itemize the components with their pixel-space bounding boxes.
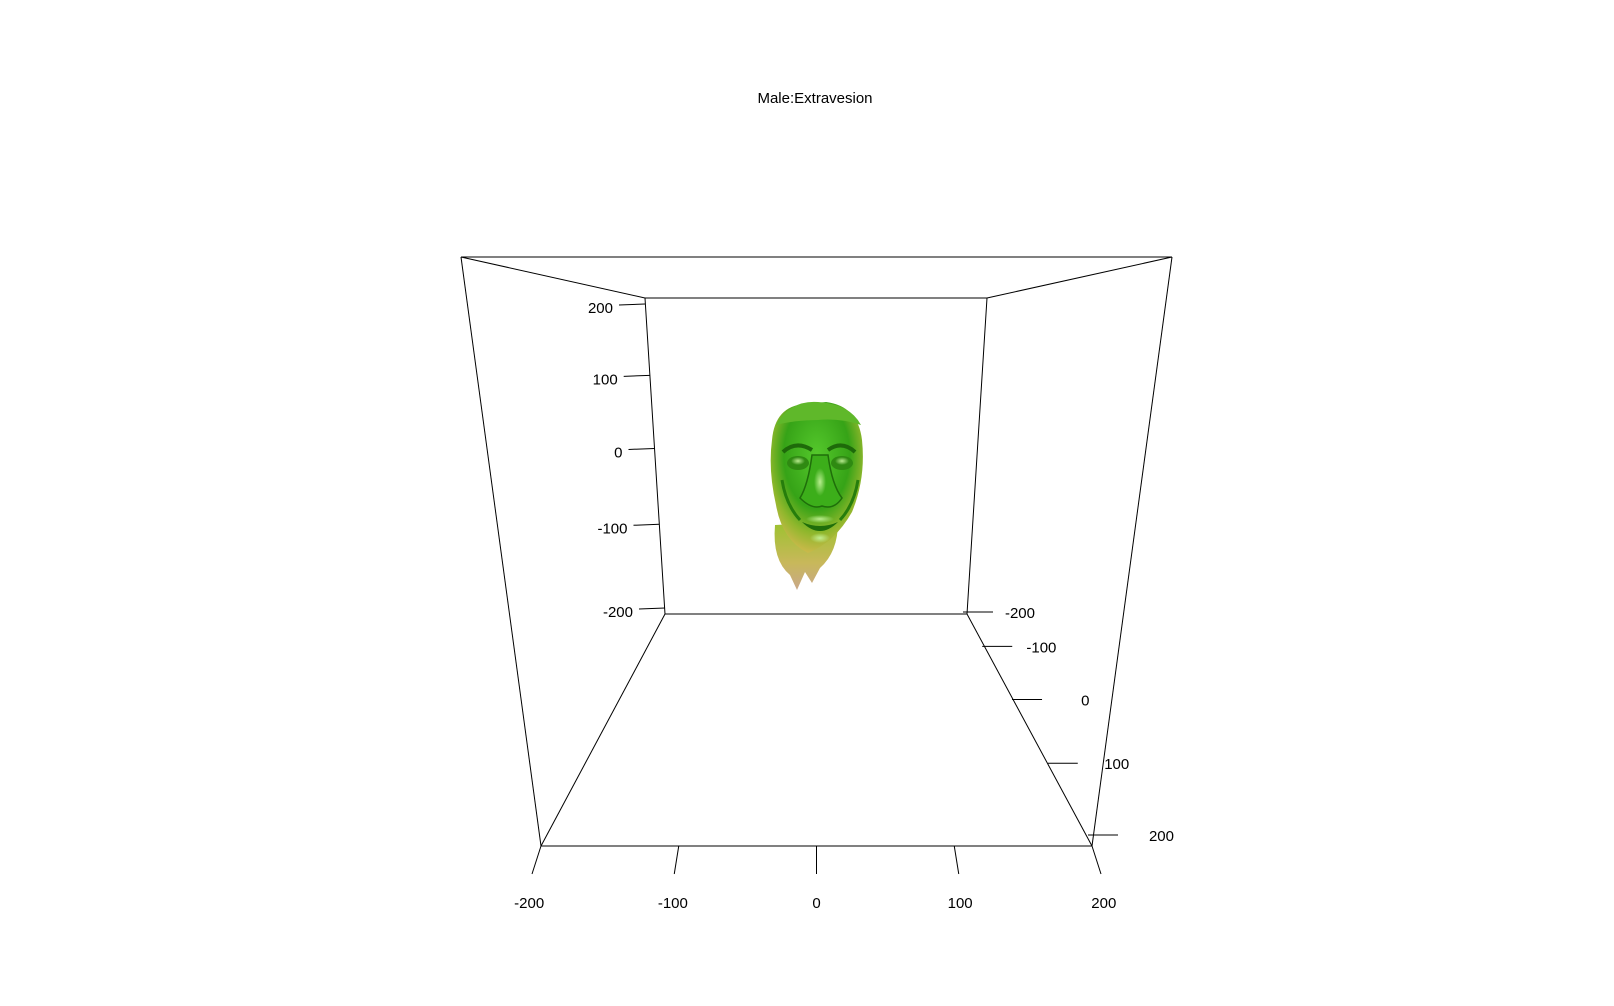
box-edge-top-left [460, 256, 646, 299]
z-tick-label: 100 [593, 371, 618, 388]
y-tick-label: -200 [1005, 605, 1035, 622]
x-tick [531, 845, 542, 875]
z-tick-label: -200 [603, 604, 633, 621]
z-tick-label: -100 [597, 520, 627, 537]
z-tick [633, 523, 660, 526]
box-edge-left-front [460, 256, 542, 847]
z-tick [623, 374, 650, 377]
z-tick [628, 447, 655, 450]
face-surface [770, 401, 863, 590]
face-lip-shine [806, 515, 834, 523]
face-eye-shine-left [791, 457, 805, 465]
face-cheek-right [838, 479, 860, 522]
face-eye-shine-right [835, 457, 849, 465]
box-edge-right-front [1091, 256, 1173, 847]
y-tick-label: 200 [1149, 828, 1174, 845]
plot-box [460, 256, 1173, 847]
face-brow-left [781, 443, 814, 454]
z-axis: -200 -100 0 100 200 [588, 300, 666, 621]
face-mouth [802, 522, 838, 531]
y-axis: -200 -100 0 100 200 [963, 605, 1174, 845]
y-tick-label: -100 [1026, 639, 1056, 656]
chart-title: Male:Extravesion [757, 90, 872, 107]
x-axis: -200 -100 0 100 200 [514, 845, 1116, 912]
x-tick [673, 845, 680, 875]
z-tick [618, 303, 646, 306]
box-edge-bottom-right [966, 613, 1093, 847]
x-tick-label: -100 [658, 895, 688, 912]
face-cheek-left [780, 479, 802, 522]
y-tick-label: 100 [1104, 756, 1129, 773]
box-edge-top-right [986, 256, 1173, 299]
face-hair-fringe [776, 401, 861, 425]
face-chin-shine [810, 533, 830, 543]
x-tick-label: -200 [514, 895, 544, 912]
x-tick-label: 100 [948, 895, 973, 912]
face-nose-shine [814, 468, 826, 496]
z-tick-label: 200 [588, 300, 613, 317]
z-tick [638, 607, 666, 610]
box-edge-bottom-left [540, 613, 666, 847]
x-tick-label: 200 [1091, 895, 1116, 912]
y-tick-label: 0 [1081, 692, 1089, 709]
x-tick-label: 0 [812, 895, 820, 912]
face-brow-right [826, 443, 857, 454]
z-tick-label: 0 [614, 444, 622, 461]
x-tick [1091, 845, 1102, 875]
x-tick [953, 845, 960, 875]
